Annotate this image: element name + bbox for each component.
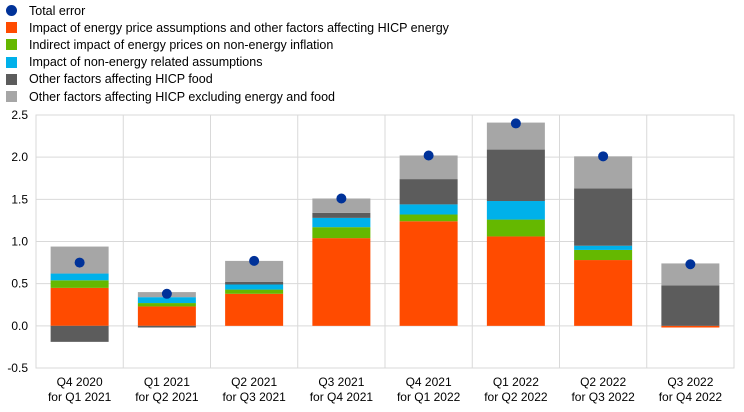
total-error-point xyxy=(510,118,521,129)
x-tick-label: Q2 2021 xyxy=(231,375,277,389)
total-error-point xyxy=(598,151,609,162)
bar-segment xyxy=(50,273,109,281)
legend-label-indirect: Indirect impact of energy prices on non-… xyxy=(29,37,334,52)
legend-swatch-ex-energy-food xyxy=(6,91,17,103)
bar-segment xyxy=(225,281,284,285)
legend-label-non-energy: Impact of non-energy related assumptions xyxy=(29,55,263,70)
bar-segment xyxy=(137,297,196,304)
legend-label-food: Other factors affecting HICP food xyxy=(29,72,213,87)
bar-segment xyxy=(225,289,284,294)
bar-segment xyxy=(661,325,720,328)
legend-label-total-error: Total error xyxy=(29,3,86,18)
bar-segment xyxy=(50,287,109,326)
bar-segment xyxy=(399,155,458,180)
x-tick-label: Q1 2021 xyxy=(144,375,190,389)
total-error-point xyxy=(74,257,85,268)
legend-swatch-total-error xyxy=(6,5,17,17)
x-tick-label: for Q2 2022 xyxy=(484,390,548,404)
bar-segment xyxy=(574,260,633,326)
legend-swatch-indirect xyxy=(6,39,17,51)
legend-item-ex-energy-food: Other factors affecting HICP excluding e… xyxy=(4,88,449,105)
bar-segment xyxy=(574,245,633,250)
bar-segment xyxy=(399,214,458,222)
bar-segment xyxy=(661,285,720,326)
bar-segment xyxy=(661,263,720,286)
bar-segment xyxy=(312,238,371,326)
bar-segment xyxy=(225,260,284,282)
bar-segment xyxy=(225,293,284,326)
x-tick-label: for Q1 2022 xyxy=(397,390,461,404)
bar-segment xyxy=(574,156,633,189)
bar-segment xyxy=(399,179,458,205)
bar-segment xyxy=(312,198,371,213)
bar-segment xyxy=(137,325,196,328)
legend-item-total-error: Total error xyxy=(4,2,449,19)
y-tick-label: 2.5 xyxy=(11,108,28,122)
x-tick-label: Q1 2022 xyxy=(493,375,539,389)
bar-segment xyxy=(312,227,371,239)
y-tick-label: 1.0 xyxy=(11,235,28,249)
bar-segment xyxy=(486,149,545,202)
legend-swatch-non-energy xyxy=(6,56,17,68)
total-error-point xyxy=(161,288,172,299)
x-tick-label: Q2 2022 xyxy=(580,375,626,389)
y-tick-label: 1.5 xyxy=(11,192,28,206)
legend-item-indirect: Indirect impact of energy prices on non-… xyxy=(4,36,449,53)
legend-swatch-energy xyxy=(6,22,17,34)
x-tick-label: for Q3 2021 xyxy=(222,390,286,404)
bar-segment xyxy=(399,221,458,326)
legend-item-non-energy: Impact of non-energy related assumptions xyxy=(4,54,449,71)
y-tick-label: 2.0 xyxy=(11,150,28,164)
y-tick-label: 0.5 xyxy=(11,277,28,291)
total-error-point xyxy=(685,259,696,270)
bar-segment xyxy=(574,188,633,246)
x-tick-label: Q4 2020 xyxy=(57,375,103,389)
bar-segment xyxy=(486,236,545,326)
legend-item-food: Other factors affecting HICP food xyxy=(4,71,449,88)
bar-segment xyxy=(399,204,458,215)
bar-segment xyxy=(486,219,545,237)
bar-segment xyxy=(574,249,633,261)
chart-legend: Total error Impact of energy price assum… xyxy=(4,2,449,105)
x-tick-label: for Q2 2021 xyxy=(135,390,199,404)
x-tick-label: Q4 2021 xyxy=(406,375,452,389)
bar-segment xyxy=(137,303,196,307)
bar-segment xyxy=(312,217,371,228)
bar-segment xyxy=(50,280,109,288)
x-tick-label: Q3 2022 xyxy=(667,375,713,389)
x-tick-label: for Q4 2022 xyxy=(659,390,723,404)
total-error-point xyxy=(249,255,260,266)
x-tick-label: Q3 2021 xyxy=(318,375,364,389)
bar-segment xyxy=(225,284,284,290)
x-tick-label: for Q1 2021 xyxy=(48,390,112,404)
total-error-point xyxy=(336,193,347,204)
bar-segment xyxy=(486,201,545,220)
bar-segment xyxy=(50,325,109,342)
bar-segment xyxy=(137,306,196,326)
x-tick-label: for Q4 2021 xyxy=(310,390,374,404)
legend-label-ex-energy-food: Other factors affecting HICP excluding e… xyxy=(29,89,335,104)
bar-segment xyxy=(312,212,371,218)
x-tick-label: for Q3 2022 xyxy=(571,390,635,404)
total-error-point xyxy=(423,150,434,161)
legend-label-energy: Impact of energy price assumptions and o… xyxy=(29,20,449,35)
legend-item-energy: Impact of energy price assumptions and o… xyxy=(4,19,449,36)
y-tick-label: 0.0 xyxy=(11,319,28,333)
y-tick-label: -0.5 xyxy=(7,361,28,375)
legend-swatch-food xyxy=(6,73,17,85)
